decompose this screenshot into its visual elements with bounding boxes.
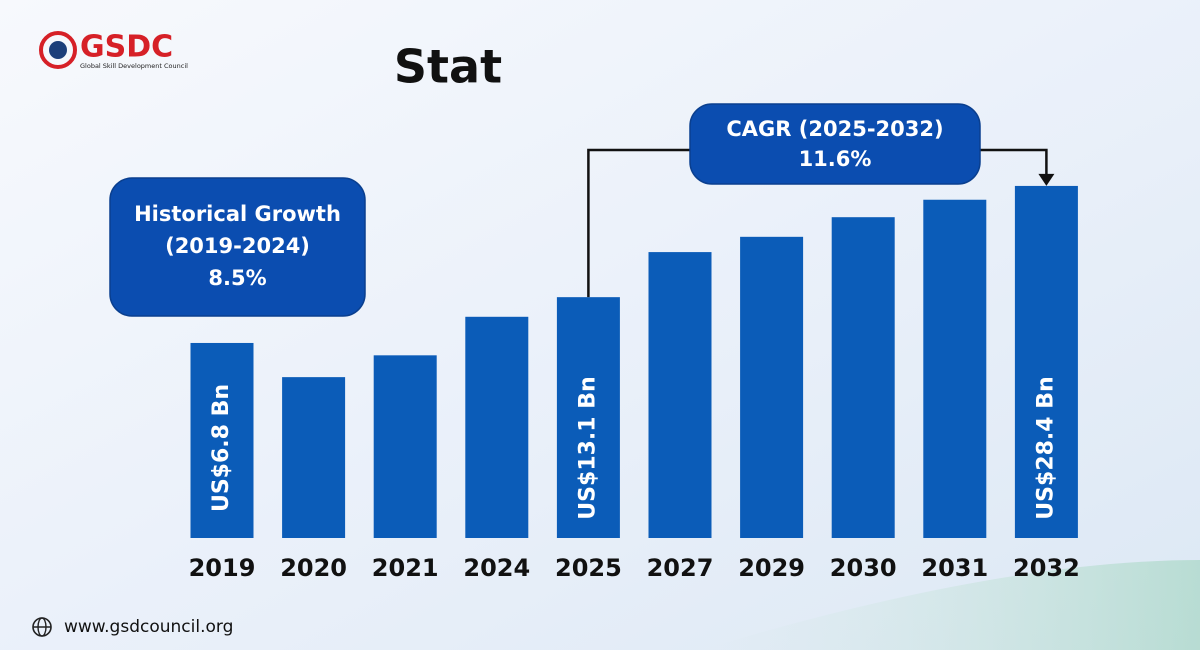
annotation-text: Historical Growth <box>134 202 341 226</box>
bar <box>465 316 529 538</box>
bar <box>190 342 254 538</box>
bar <box>740 236 804 538</box>
chart-title: Stat <box>394 40 502 94</box>
logo-text: GSDC <box>80 30 173 65</box>
x-tick-label: 2024 <box>463 554 530 582</box>
x-tick-label: 2032 <box>1013 554 1080 582</box>
x-tick-label: 2020 <box>280 554 347 582</box>
x-tick-label: 2031 <box>921 554 988 582</box>
decoration <box>700 560 1200 650</box>
annotation-box <box>109 177 366 317</box>
logo: GSDC Global Skill Development Council <box>39 30 188 70</box>
annotation-text: 8.5% <box>208 266 266 290</box>
bar <box>923 199 987 538</box>
value-label: US$6.8 Bn <box>209 384 234 512</box>
bar <box>831 217 895 538</box>
bar <box>373 355 437 538</box>
logo-subtitle: Global Skill Development Council <box>80 62 188 70</box>
value-label: US$13.1 Bn <box>575 376 600 519</box>
x-tick-label: 2025 <box>555 554 622 582</box>
x-tick-label: 2019 <box>189 554 256 582</box>
annotation-box <box>689 103 981 185</box>
bar <box>282 377 346 538</box>
x-tick-label: 2027 <box>647 554 714 582</box>
bar <box>556 297 620 538</box>
annotation-text: CAGR (2025-2032) <box>726 117 943 141</box>
annotation-text: (2019-2024) <box>165 234 310 258</box>
website: www.gsdcouncil.org <box>32 617 233 637</box>
arrow-head <box>1038 173 1055 186</box>
annotation-text: 11.6% <box>799 147 872 171</box>
website-text: www.gsdcouncil.org <box>64 617 233 637</box>
x-tick-label: 2030 <box>830 554 897 582</box>
bar <box>1014 185 1078 538</box>
x-tick-label: 2021 <box>372 554 439 582</box>
bar <box>648 252 712 539</box>
value-label: US$28.4 Bn <box>1033 376 1058 519</box>
x-tick-label: 2029 <box>738 554 805 582</box>
